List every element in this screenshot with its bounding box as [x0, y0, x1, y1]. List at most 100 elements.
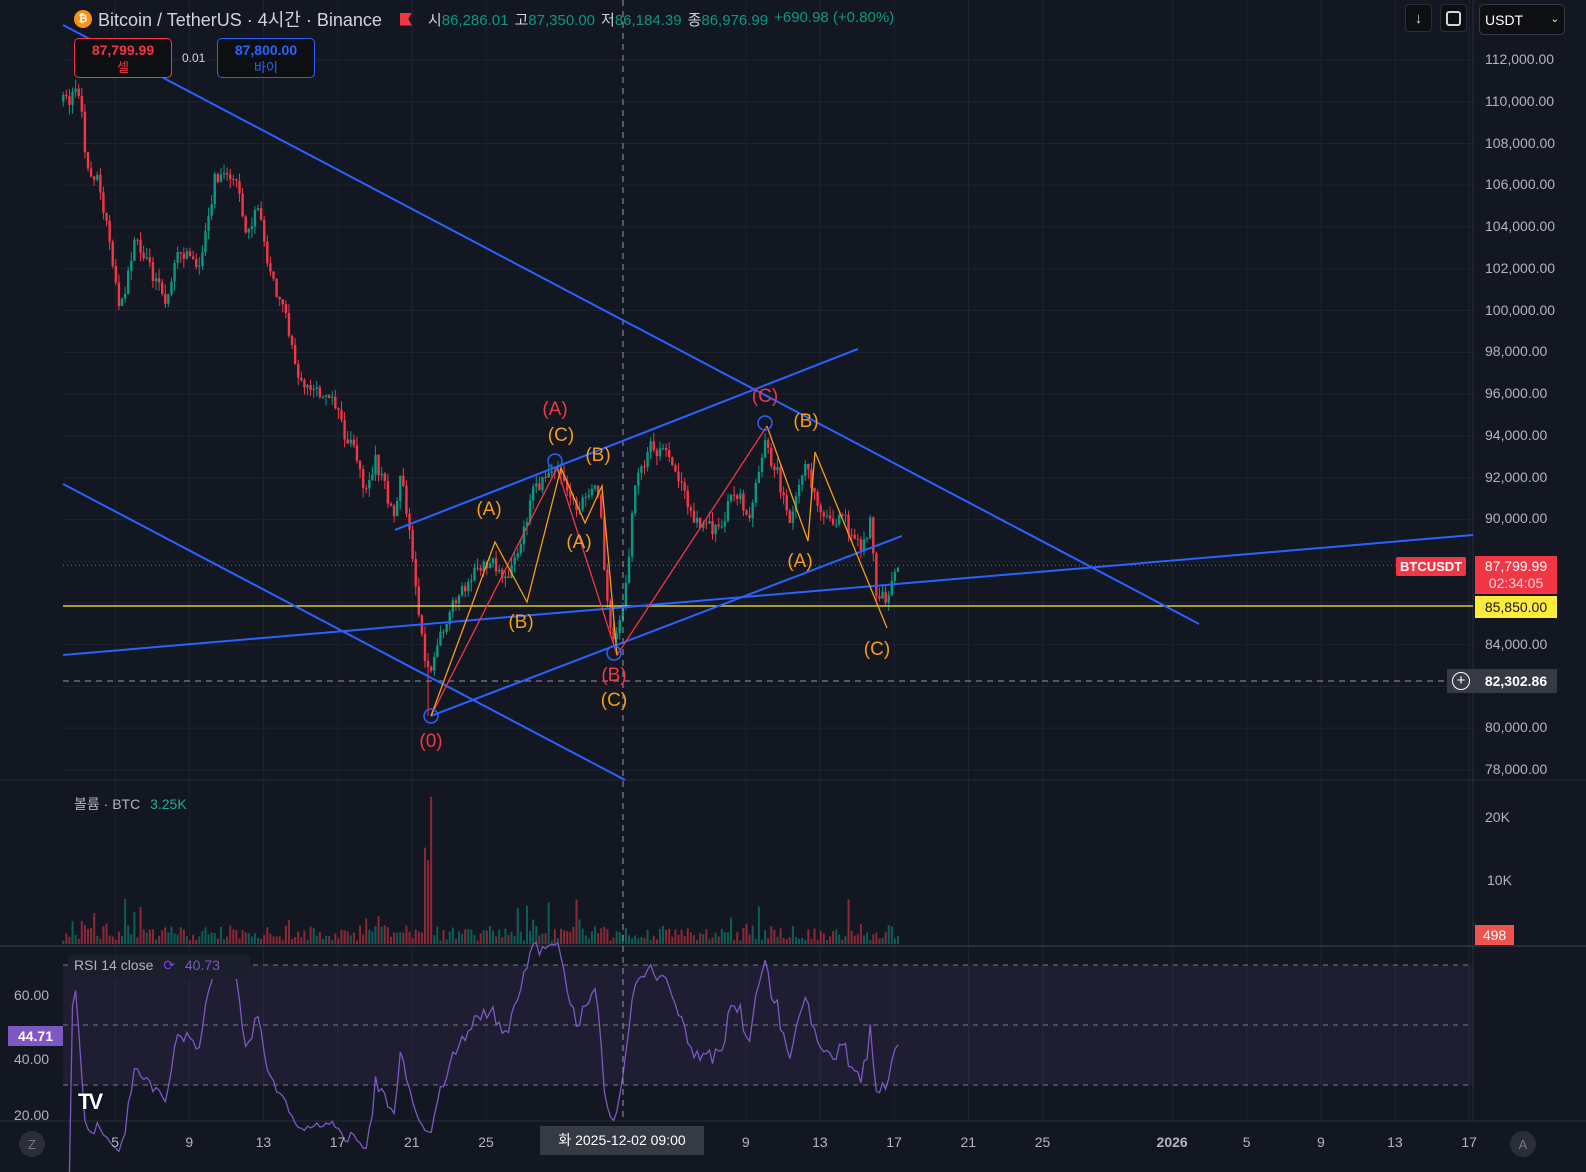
- volume-bar: [810, 938, 813, 944]
- volume-legend[interactable]: 볼륨 · BTC 3.25K: [74, 794, 187, 814]
- wave-label[interactable]: (C): [600, 690, 628, 711]
- fullscreen-button[interactable]: [1440, 4, 1467, 32]
- flag-icon[interactable]: [399, 12, 412, 26]
- add-alert-button[interactable]: +: [1447, 669, 1475, 693]
- volume-bar: [751, 925, 754, 944]
- volume-bar: [436, 926, 439, 944]
- candle-body: [284, 304, 288, 314]
- sell-button[interactable]: 87,799.99 셀: [74, 38, 172, 78]
- volume-bar: [315, 935, 318, 944]
- volume-bar: [590, 931, 593, 944]
- candle-body: [448, 612, 451, 625]
- wave-label[interactable]: (0): [419, 731, 443, 752]
- wave-label[interactable]: (A): [566, 532, 592, 553]
- volume-bar: [535, 926, 538, 944]
- volume-bar: [742, 928, 745, 944]
- volume-bar: [578, 919, 581, 944]
- candle-body: [488, 563, 492, 569]
- volume-bar: [838, 934, 841, 944]
- volume-bar: [529, 930, 532, 944]
- candle-body: [139, 240, 142, 253]
- symbol-title[interactable]: Bitcoin / TetherUS · 4시간 · Binance: [98, 10, 382, 30]
- volume-bar: [368, 929, 371, 944]
- candle-body: [819, 505, 822, 513]
- volume-bar: [708, 939, 711, 944]
- candle-body: [562, 474, 566, 481]
- volume-bar: [863, 935, 866, 944]
- wave-label[interactable]: (C): [863, 639, 891, 660]
- candle-body: [402, 475, 405, 486]
- candle-body: [661, 447, 665, 449]
- volume-bar: [569, 931, 572, 944]
- volume-bar: [155, 939, 158, 944]
- volume-bar: [185, 936, 188, 944]
- candle-body: [884, 591, 887, 603]
- volume-bar: [853, 935, 856, 944]
- timezone-button[interactable]: Z: [19, 1131, 45, 1157]
- wave-label[interactable]: (A): [476, 499, 502, 520]
- candle-body: [739, 493, 742, 499]
- candle-body: [535, 483, 538, 487]
- wave-label[interactable]: (B): [601, 665, 627, 686]
- volume-bar: [93, 912, 96, 944]
- volume-bar: [439, 940, 442, 944]
- volume-bar: [649, 940, 652, 944]
- volume-bar: [464, 929, 467, 944]
- wave-label[interactable]: (B): [793, 411, 819, 432]
- wave-label[interactable]: (A): [787, 551, 813, 572]
- tradingview-logo[interactable]: TV: [78, 1089, 103, 1114]
- volume-bar: [754, 939, 757, 944]
- candle-body: [470, 580, 473, 583]
- volume-bar: [213, 932, 216, 944]
- volume-bar: [581, 928, 584, 944]
- currency-select[interactable]: USDT ⌄: [1479, 4, 1565, 35]
- candle-body: [327, 395, 331, 398]
- refresh-icon[interactable]: ⟳: [163, 957, 175, 973]
- volume-bar: [556, 938, 559, 944]
- volume-bar: [454, 938, 457, 944]
- candle-body: [844, 514, 847, 516]
- volume-bar: [80, 920, 83, 944]
- candle-body: [680, 481, 683, 483]
- buy-button[interactable]: 87,800.00 바이: [217, 38, 315, 78]
- wave-label[interactable]: (A): [542, 399, 568, 420]
- candle-body: [309, 384, 312, 390]
- candle-body: [275, 278, 278, 297]
- candle-body: [318, 387, 322, 397]
- candle-body: [473, 567, 476, 581]
- candle-body: [785, 495, 788, 511]
- crosshair-time-tag: 화 2025-12-02 09:00: [540, 1126, 704, 1155]
- candle-body: [213, 174, 216, 205]
- scroll-to-latest-button[interactable]: ↓: [1405, 4, 1432, 32]
- candle-body: [259, 208, 263, 220]
- rsi-title: RSI 14 close: [74, 957, 154, 973]
- wave-label[interactable]: (C): [751, 386, 779, 407]
- wave-label[interactable]: (C): [547, 425, 575, 446]
- volume-bar: [890, 926, 893, 944]
- candle-body: [62, 94, 65, 102]
- candle-body: [204, 230, 207, 253]
- volume-bar: [686, 928, 689, 944]
- candle-body: [766, 440, 770, 448]
- wave-label[interactable]: (B): [585, 445, 611, 466]
- volume-bar: [720, 929, 723, 944]
- wave-label[interactable]: (B): [508, 612, 534, 633]
- close-value: 86,976.99: [701, 11, 769, 29]
- volume-bar: [504, 928, 507, 944]
- price-axis-label: 112,000.00: [1485, 51, 1555, 67]
- candle-body: [748, 514, 751, 519]
- auto-scale-button[interactable]: A: [1510, 1131, 1536, 1157]
- horizontal-line-price-tag: 85,850.00: [1475, 596, 1557, 618]
- volume-bar: [108, 935, 111, 944]
- candle-body: [813, 487, 816, 492]
- rsi-legend[interactable]: RSI 14 close ⟳ 40.73: [68, 955, 250, 979]
- volume-bar: [247, 933, 250, 944]
- candle-body: [881, 591, 884, 599]
- volume-bar: [476, 940, 479, 944]
- volume-bar: [287, 919, 290, 944]
- candle-body: [145, 257, 148, 259]
- price-axis-label: 90,000.00: [1485, 510, 1548, 527]
- candle-body: [634, 485, 637, 514]
- candle-body: [216, 174, 220, 183]
